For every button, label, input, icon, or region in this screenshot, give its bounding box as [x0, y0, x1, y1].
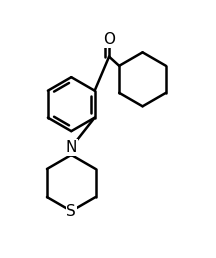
- Text: N: N: [66, 140, 77, 155]
- Text: O: O: [103, 32, 115, 47]
- Text: S: S: [66, 204, 76, 219]
